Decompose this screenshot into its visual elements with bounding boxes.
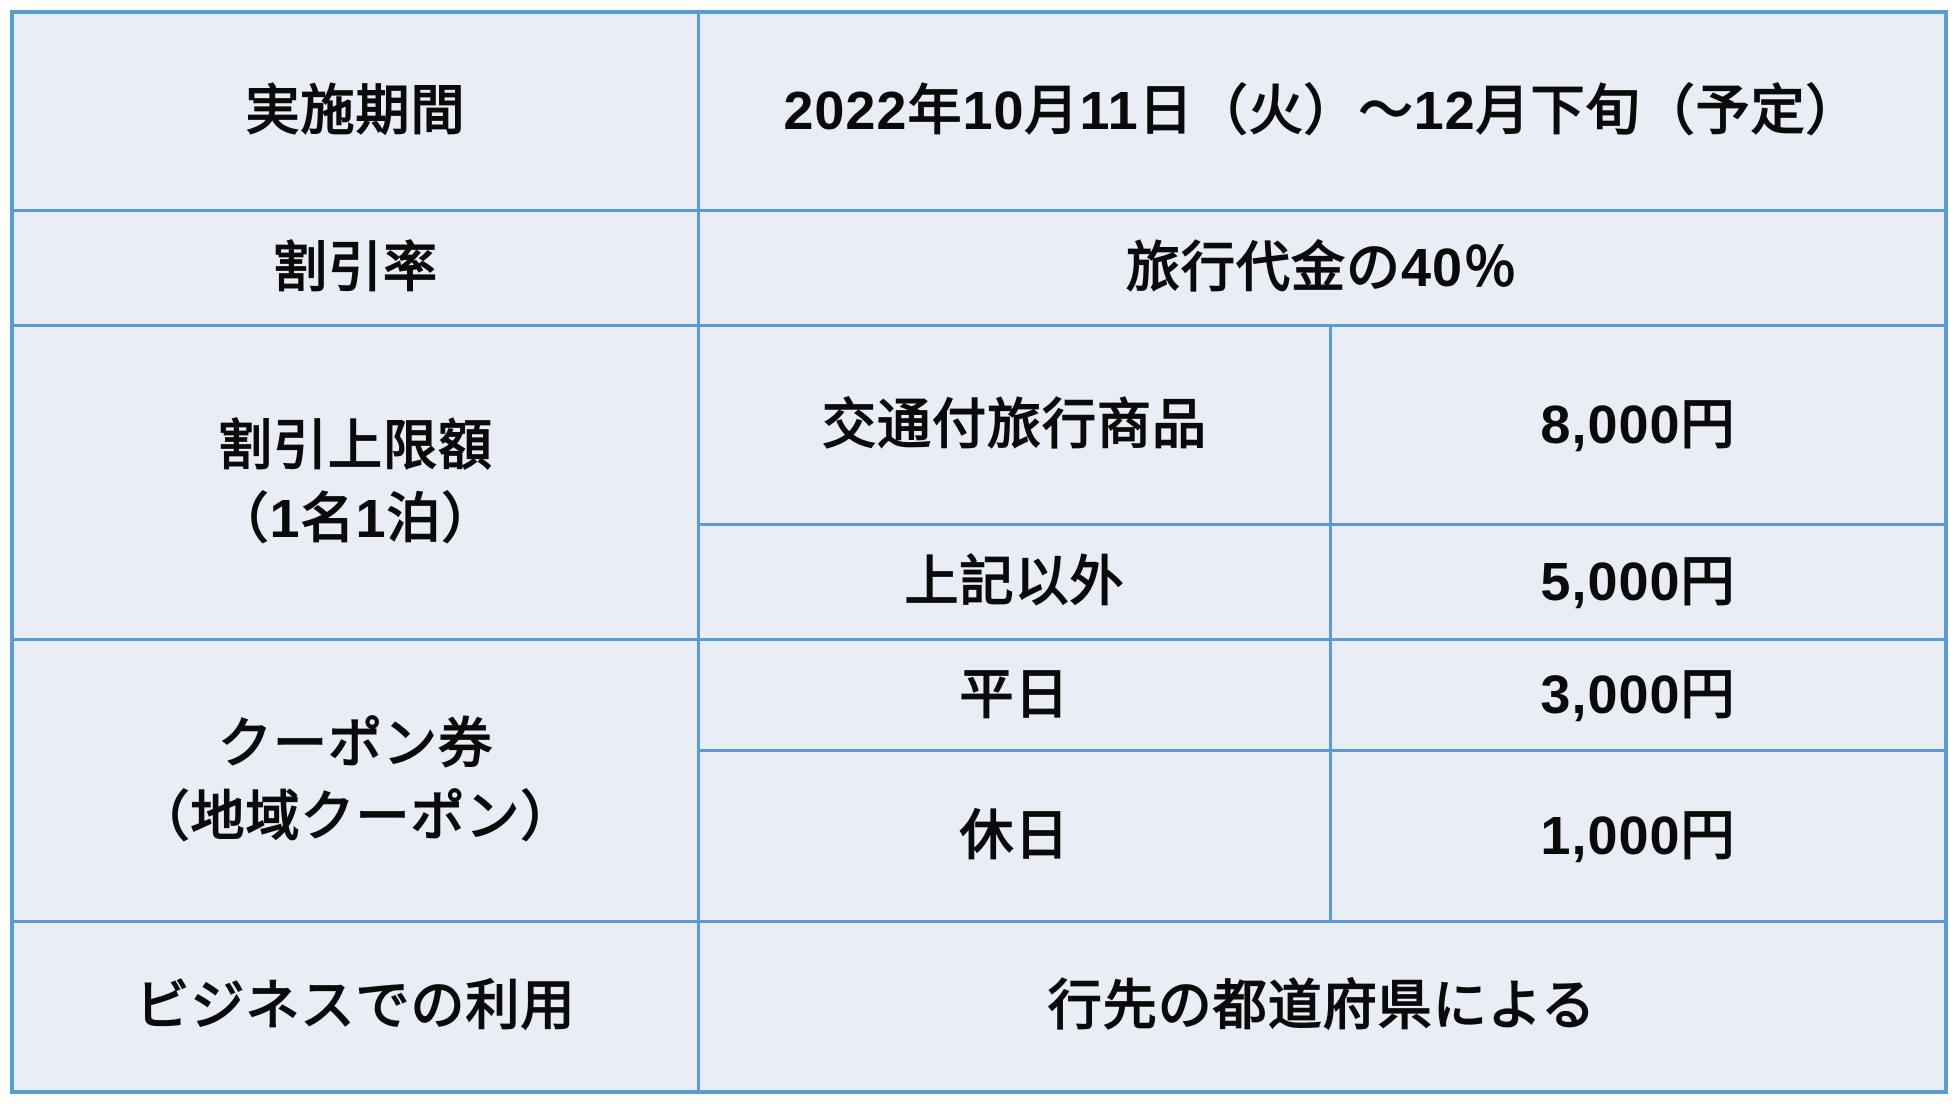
- period-label: 実施期間: [14, 14, 697, 209]
- discount-cap-label-line1: 割引上限額: [218, 415, 493, 476]
- coupon-holiday-label: 休日: [700, 752, 1329, 920]
- discount-cap-label-line2: （1名1泊）: [214, 488, 497, 549]
- cap-transport-value: 8,000円: [1332, 327, 1944, 523]
- discount-rate-label: 割引率: [14, 212, 697, 324]
- coupon-label: クーポン券 （地域クーポン）: [14, 641, 697, 920]
- cap-other-value: 5,000円: [1332, 526, 1944, 638]
- cap-transport-label: 交通付旅行商品: [700, 327, 1329, 523]
- cap-other-label: 上記以外: [700, 526, 1329, 638]
- coupon-weekday-value: 3,000円: [1332, 641, 1944, 749]
- coupon-holiday-value: 1,000円: [1332, 752, 1944, 920]
- coupon-label-line2: （地域クーポン）: [135, 786, 576, 847]
- business-use-label: ビジネスでの利用: [14, 923, 697, 1090]
- business-use-value: 行先の都道府県による: [700, 923, 1944, 1090]
- period-value: 2022年10月11日（火）～12月下旬（予定）: [700, 14, 1944, 209]
- discount-rate-value: 旅行代金の40％: [700, 212, 1944, 324]
- travel-support-table: 実施期間 2022年10月11日（火）～12月下旬（予定） 割引率 旅行代金の4…: [10, 10, 1948, 1094]
- coupon-weekday-label: 平日: [700, 641, 1329, 749]
- coupon-label-line1: クーポン券: [218, 713, 493, 774]
- discount-cap-label: 割引上限額 （1名1泊）: [14, 327, 697, 638]
